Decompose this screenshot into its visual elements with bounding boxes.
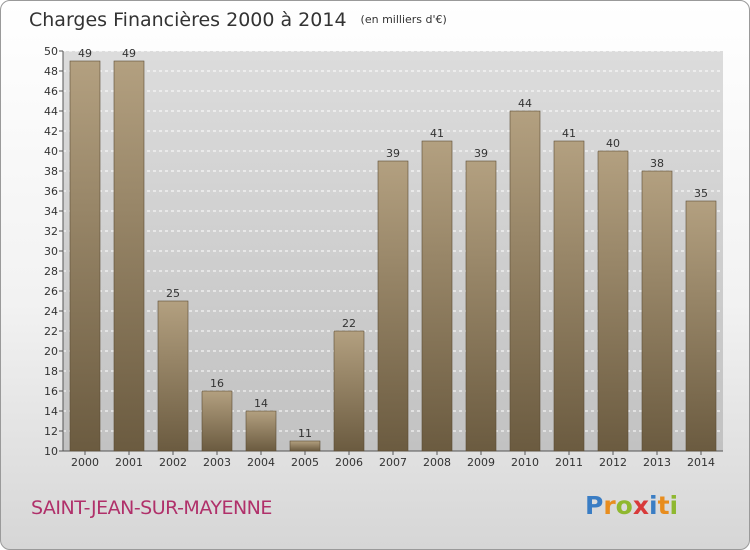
y-tick-label: 20 — [44, 345, 58, 358]
bar — [333, 330, 365, 452]
data-label: 14 — [254, 397, 268, 410]
bar — [201, 390, 233, 452]
y-tick-label: 28 — [44, 265, 58, 278]
logo-letter: i — [669, 491, 679, 520]
bar — [245, 410, 277, 452]
data-label: 44 — [518, 97, 532, 110]
x-tick-label: 2011 — [555, 456, 583, 469]
bar — [685, 200, 717, 452]
commune-name: SAINT-JEAN-SUR-MAYENNE — [31, 497, 272, 519]
y-tick-label: 46 — [44, 85, 58, 98]
bar — [113, 60, 145, 452]
bar — [289, 440, 321, 452]
bar — [69, 60, 101, 452]
data-label: 41 — [562, 127, 576, 140]
data-label: 39 — [386, 147, 400, 160]
y-tick-label: 50 — [44, 45, 58, 58]
data-label: 49 — [78, 47, 92, 60]
bar — [465, 160, 497, 452]
x-tick-label: 2009 — [467, 456, 495, 469]
x-tick-label: 2007 — [379, 456, 407, 469]
logo-letter: t — [657, 491, 670, 520]
logo-letter: P — [585, 491, 604, 520]
chart-title: Charges Financières 2000 à 2014 (en milli… — [29, 9, 447, 31]
proxiti-logo: Proxiti — [585, 491, 678, 520]
data-label: 49 — [122, 47, 136, 60]
y-tick-label: 42 — [44, 125, 58, 138]
logo-letter: o — [615, 491, 633, 520]
y-tick-label: 44 — [44, 105, 58, 118]
y-tick-label: 36 — [44, 185, 58, 198]
x-tick-label: 2004 — [247, 456, 275, 469]
x-tick-label: 2003 — [203, 456, 231, 469]
y-tick-label: 40 — [44, 145, 58, 158]
y-tick-label: 26 — [44, 285, 58, 298]
bar — [553, 140, 585, 452]
x-tick-label: 2014 — [687, 456, 715, 469]
y-tick-label: 30 — [44, 245, 58, 258]
data-label: 41 — [430, 127, 444, 140]
y-tick-label: 14 — [44, 405, 58, 418]
bar — [377, 160, 409, 452]
x-tick-label: 2008 — [423, 456, 451, 469]
y-tick-label: 22 — [44, 325, 58, 338]
y-tick-label: 38 — [44, 165, 58, 178]
data-label: 11 — [298, 427, 312, 440]
bar — [421, 140, 453, 452]
bar — [641, 170, 673, 452]
data-label: 35 — [694, 187, 708, 200]
x-tick-label: 2005 — [291, 456, 319, 469]
chart-unit: (en milliers d'€) — [360, 13, 447, 26]
y-tick-label: 12 — [44, 425, 58, 438]
logo-letter: i — [649, 491, 658, 520]
y-tick-label: 10 — [44, 445, 58, 458]
x-tick-label: 2002 — [159, 456, 187, 469]
x-tick-label: 2006 — [335, 456, 363, 469]
y-tick-label: 34 — [44, 205, 58, 218]
data-label: 25 — [166, 287, 180, 300]
data-label: 39 — [474, 147, 488, 160]
chart-title-text: Charges Financières 2000 à 2014 — [29, 9, 347, 31]
data-label: 16 — [210, 377, 224, 390]
data-label: 38 — [650, 157, 664, 170]
logo-letter: x — [632, 491, 649, 520]
y-tick-label: 18 — [44, 365, 58, 378]
logo-letter: r — [603, 491, 616, 520]
y-tick-label: 16 — [44, 385, 58, 398]
x-tick-label: 2010 — [511, 456, 539, 469]
data-label: 40 — [606, 137, 620, 150]
x-tick-label: 2001 — [115, 456, 143, 469]
x-tick-label: 2000 — [71, 456, 99, 469]
y-tick-label: 24 — [44, 305, 58, 318]
bar — [597, 150, 629, 452]
y-tick-label: 48 — [44, 65, 58, 78]
y-tick-label: 32 — [44, 225, 58, 238]
x-tick-label: 2012 — [599, 456, 627, 469]
x-tick-label: 2013 — [643, 456, 671, 469]
data-label: 22 — [342, 317, 356, 330]
bar — [509, 110, 541, 452]
bar — [157, 300, 189, 452]
